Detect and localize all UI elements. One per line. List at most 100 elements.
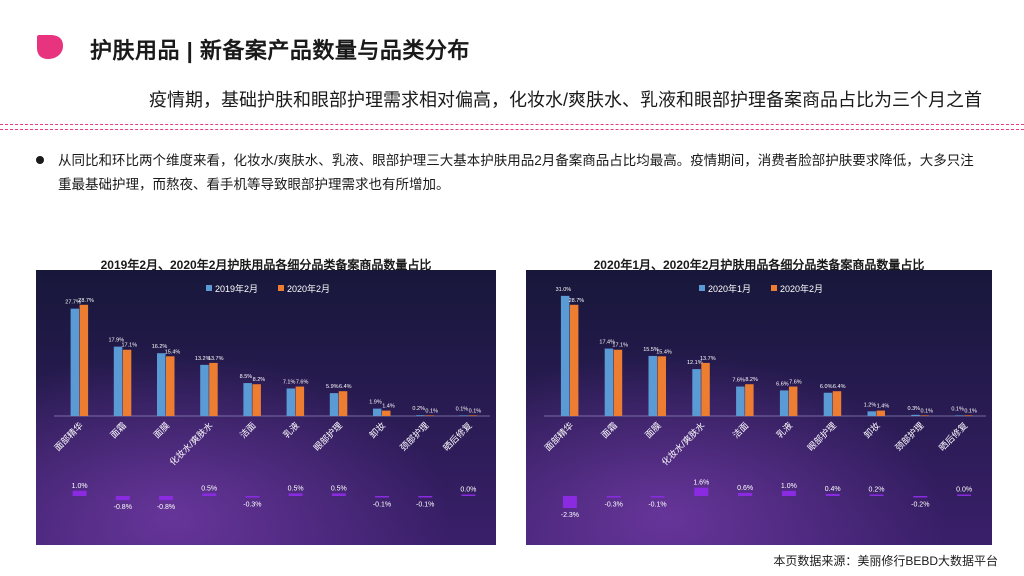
bar-label-1-10: 0.1% [456,406,469,412]
page-title: 护肤用品 | 新备案产品数量与品类分布 [90,38,470,63]
bar-2-6 [788,386,798,416]
bar-label-2-10: 0.1% [964,408,977,414]
diff-label-1: -2.3% [561,512,579,519]
bar-1-4 [692,369,701,416]
bar-label-1-6: 6.6% [776,381,789,387]
diff-label-1: 1.0% [72,483,88,490]
diff-label-5: 0.6% [737,485,753,492]
diff-bar-9 [418,496,433,498]
chart-1-panel: 2019年2月 2020年2月 27.7% 28.7% 面部精华 1.0% 17.9% 17.… [36,270,496,545]
diff-bar-10 [957,494,972,496]
bar-1-1 [70,308,80,416]
bar-label-1-10: 0.1% [951,406,964,412]
bar-label-2-2: 17.1% [121,343,137,349]
bar-label-1-3: 16.2% [152,344,168,350]
chart-background-glow [36,270,496,545]
bar-label-1-1: 31.0% [556,287,572,293]
bar-label-2-5: 8.2% [745,377,758,383]
diff-label-3: -0.8% [157,504,175,511]
bar-1-9 [416,415,425,416]
bar-label-2-1: 28.7% [569,298,585,304]
bar-label-2-9: 0.1% [921,408,934,414]
bar-2-2 [122,349,132,416]
header-divider-bottom [0,129,1024,130]
bar-2-8 [876,410,885,416]
chart-background-glow [526,270,992,545]
bar-2-9 [425,415,434,416]
data-source-note: 本页数据来源：美丽修行BEBD大数据平台 [773,554,998,568]
bar-label-2-7: 6.4% [339,384,352,390]
bar-1-3 [157,353,166,416]
bar-label-2-6: 7.6% [296,380,309,386]
bar-2-4 [209,362,218,416]
bar-label-2-3: 15.4% [656,349,672,355]
diff-label-5: -0.3% [243,502,261,509]
bar-label-1-7: 6.0% [820,384,833,390]
diff-bar-6 [781,490,796,496]
bar-label-2-4: 13.7% [700,356,716,362]
diff-bar-2 [606,496,621,498]
bar-1-8 [373,408,382,416]
diff-bar-3 [650,496,665,498]
bar-label-2-4: 13.7% [208,356,224,362]
diff-bar-5 [245,496,260,498]
chart-2-title: 2020年1月、2020年2月护肤用品各细分品类备案商品数量占比 [593,258,925,272]
header-divider-top [0,124,1024,125]
bar-label-1-9: 0.3% [908,406,921,412]
bar-1-1 [560,295,570,416]
bar-1-5 [243,383,252,416]
legend-label-1: 2019年2月 [215,283,258,294]
diff-label-10: 0.0% [460,487,476,494]
legend-swatch-1 [206,285,212,291]
diff-bar-1 [72,490,87,496]
bar-1-5 [736,386,745,416]
bar-2-1 [79,304,89,416]
bar-1-6 [779,390,789,416]
bar-label-1-5: 7.6% [732,378,745,384]
diff-bar-8 [375,496,389,498]
chart-1-title: 2019年2月、2020年2月护肤用品各细分品类备案商品数量占比 [100,258,432,272]
bar-2-5 [745,384,754,416]
chart-2-panel: 2020年1月 2020年2月 31.0% 28.7% 面部精华 -2.3% 17.4% 17… [526,270,992,545]
diff-bar-5 [738,492,753,496]
legend-swatch-2 [771,285,777,291]
diff-label-9: -0.2% [911,502,929,509]
bar-1-7 [823,392,833,416]
diff-bar-10 [461,494,476,496]
bar-1-4 [200,364,209,416]
bar-2-3 [166,356,175,416]
legend-label-2: 2020年2月 [287,283,330,294]
bar-label-2-9: 0.1% [425,408,438,414]
bullet-dot-icon [36,156,44,164]
bar-2-10 [468,415,477,416]
bar-1-9 [911,414,920,416]
bar-2-7 [338,391,348,416]
bar-label-2-2: 17.1% [612,343,628,349]
diff-bar-1 [562,496,577,508]
bar-label-1-1: 27.7% [65,300,81,306]
bar-label-1-2: 17.9% [108,338,124,344]
bar-1-10 [955,415,964,416]
bar-2-3 [657,356,666,416]
bar-label-2-8: 1.4% [877,404,890,410]
bar-label-2-5: 8.2% [253,377,266,383]
bar-label-2-3: 15.4% [165,349,181,355]
page-subtitle: 疫情期，基础护肤和眼部护理需求相对偏高，化妆水/爽肤水、乳液和眼部护理备案商品占… [149,90,982,110]
bar-1-8 [867,411,876,416]
bar-label-1-6: 7.1% [283,379,296,385]
diff-bar-2 [115,496,130,501]
bar-label-2-7: 6.4% [833,384,846,390]
bar-1-2 [113,346,123,416]
legend-swatch-2 [278,285,284,291]
bar-1-7 [329,393,339,416]
diff-label-4: 0.5% [201,485,217,492]
diff-bar-3 [159,496,173,501]
bar-label-1-5: 8.5% [240,374,253,380]
diff-bar-6 [288,493,303,496]
diff-label-10: 0.0% [956,487,972,494]
diff-label-9: -0.1% [416,502,434,509]
bar-label-1-7: 5.9% [326,384,339,390]
bar-2-7 [832,391,842,416]
diff-bar-9 [913,496,928,498]
bar-label-2-8: 1.4% [382,404,395,410]
